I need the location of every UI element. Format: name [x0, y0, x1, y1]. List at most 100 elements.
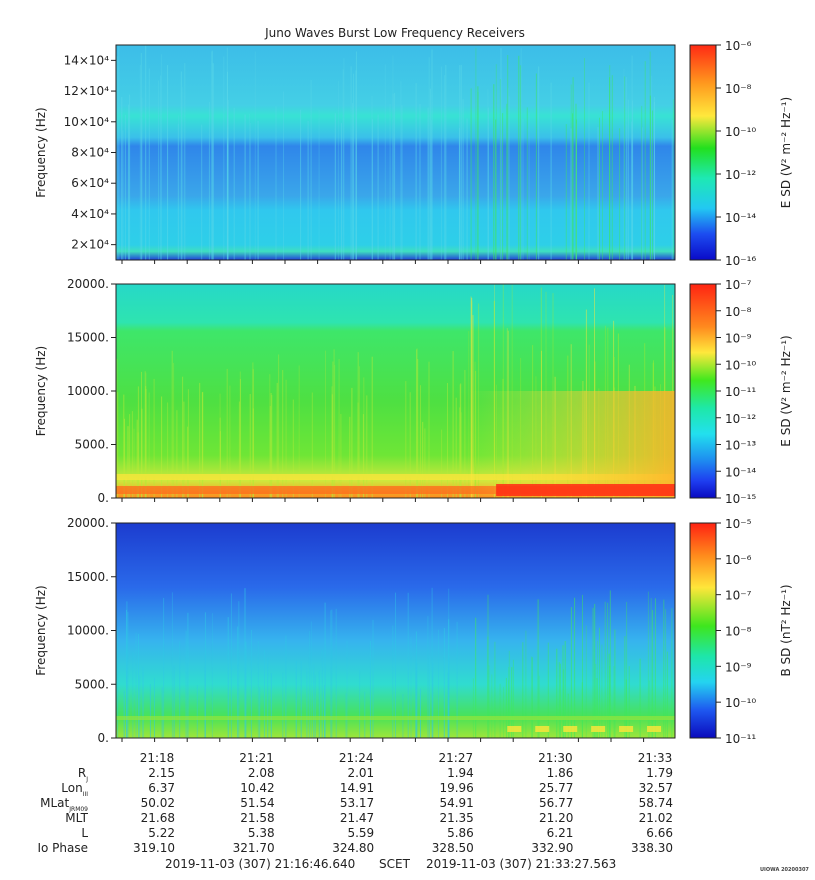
ephemeris-row-label: LonIII [61, 781, 88, 798]
colorbar-tick-label: 10⁻⁸ [725, 82, 752, 96]
ephemeris-value: 21.35 [439, 811, 473, 825]
time-axis: 21:18 21:21 21:24 21:27 21:30 21:33 [140, 751, 673, 765]
colorbar-tick-label: 10⁻¹⁵ [725, 492, 756, 506]
colorbar-tick-label: 10⁻⁷ [725, 589, 752, 603]
y-tick-label: 0. [98, 491, 109, 505]
ephemeris-row-label: Io Phase [37, 841, 88, 855]
ephemeris-value: 5.59 [347, 826, 374, 840]
colorbar-tick-label: 10⁻⁸ [725, 625, 752, 639]
y-tick-label: 20000. [67, 516, 109, 530]
y-tick-label: 8×10⁴ [71, 146, 109, 160]
ephemeris-value: 6.66 [646, 826, 673, 840]
ephemeris-value: 25.77 [539, 781, 573, 795]
ephemeris-table: RJ 2.15 2.08 2.01 1.94 1.86 1.79 LonIII 6.37 10.4… [37, 766, 673, 855]
ephemeris-row-label: L [81, 826, 88, 840]
y-tick-label: 5000. [75, 438, 109, 452]
x-tick-label: 21:21 [239, 751, 274, 765]
ephemeris-value: 21.68 [141, 811, 175, 825]
colorbar-tick-label: 10⁻¹³ [725, 439, 756, 453]
colorbar-tick-label: 10⁻⁸ [725, 305, 752, 319]
colorbar-tick-label: 10⁻⁶ [725, 553, 752, 567]
spectrogram-image [116, 523, 675, 738]
y-axis-label: Frequency (Hz) [34, 585, 48, 676]
y-tick-label: 20000. [67, 277, 109, 291]
colorbar-tick-label: 10⁻⁷ [725, 278, 752, 292]
colorbar-label: E SD (V² m⁻² Hz⁻¹) [779, 97, 793, 208]
y-tick-label: 0. [98, 731, 109, 745]
colorbar-label: B SD (nT² Hz⁻¹) [779, 584, 793, 676]
y-tick-label: 6×10⁴ [71, 176, 109, 190]
y-axis-label: Frequency (Hz) [34, 107, 48, 198]
figure-title: Juno Waves Burst Low Frequency Receivers [264, 26, 525, 40]
colorbar [689, 283, 717, 499]
ephemeris-value: 53.17 [340, 796, 374, 810]
ephemeris-value: 21.47 [340, 811, 374, 825]
ephemeris-value: 332.90 [531, 841, 573, 855]
spectrogram-image [116, 45, 675, 260]
spectrogram-texture [116, 45, 674, 261]
ephemeris-value: 21.02 [639, 811, 673, 825]
footer-start-time: 2019-11-03 (307) 21:16:46.640 [165, 857, 355, 871]
colorbar-tick-label: 10⁻⁹ [725, 660, 752, 674]
ephemeris-value: 56.77 [539, 796, 573, 810]
spectrogram-texture [116, 284, 675, 498]
ephemeris-value: 21.58 [240, 811, 274, 825]
ephemeris-value: 50.02 [141, 796, 175, 810]
y-tick-label: 5000. [75, 677, 109, 691]
ephemeris-value: 2.01 [347, 766, 374, 780]
ephemeris-value: 1.79 [646, 766, 673, 780]
ephemeris-value: 338.30 [631, 841, 673, 855]
colorbar-tick-label: 10⁻¹⁶ [725, 254, 756, 268]
panel-high: 2×10⁴ 4×10⁴ 6×10⁴ 8×10⁴ 10×10⁴ 12×10⁴ 14×10⁴ Fr… [34, 39, 793, 268]
colorbar-tick-label: 10⁻⁹ [725, 332, 752, 346]
colorbar-tick-label: 10⁻¹⁴ [725, 211, 756, 225]
colorbar-tick-label: 10⁻¹⁰ [725, 125, 756, 139]
colorbar [689, 522, 717, 739]
y-axis-label: Frequency (Hz) [34, 346, 48, 437]
spectrogram-texture [116, 587, 675, 738]
panel-low-b: 0. 5000. 10000. 15000. 20000. Frequency (Hz) 1… [34, 516, 793, 746]
ephemeris-value: 321.70 [233, 841, 275, 855]
panel-low-e: 0. 5000. 10000. 15000. 20000. Frequency (Hz) 1… [34, 277, 793, 506]
x-tick-label: 21:24 [339, 751, 374, 765]
footer-scet-label: SCET [379, 857, 411, 871]
ephemeris-value: 10.42 [240, 781, 274, 795]
y-tick-label: 15000. [67, 570, 109, 584]
spectrogram-panels: 2×10⁴ 4×10⁴ 6×10⁴ 8×10⁴ 10×10⁴ 12×10⁴ 14×10⁴ Fr… [34, 39, 793, 746]
y-tick-label: 4×10⁴ [71, 207, 109, 221]
ephemeris-value: 2.15 [148, 766, 175, 780]
ephemeris-row-label: MLT [65, 811, 88, 825]
ephemeris-value: 6.21 [547, 826, 574, 840]
x-tick-label: 21:30 [538, 751, 573, 765]
footer: 2019-11-03 (307) 21:16:46.640 SCET 2019-… [165, 857, 809, 873]
colorbar-tick-label: 10⁻¹⁰ [725, 358, 756, 372]
y-tick-label: 10000. [67, 624, 109, 638]
x-tick-label: 21:18 [140, 751, 175, 765]
colorbar-tick-label: 10⁻¹² [725, 412, 756, 426]
ephemeris-value: 14.91 [340, 781, 374, 795]
x-tick-label: 21:27 [439, 751, 474, 765]
ephemeris-value: 19.96 [439, 781, 473, 795]
ephemeris-value: 21.20 [539, 811, 573, 825]
y-tick-label: 15000. [67, 331, 109, 345]
x-tick-label: 21:33 [638, 751, 673, 765]
ephemeris-value: 328.50 [432, 841, 474, 855]
colorbar [689, 44, 717, 261]
colorbar-tick-label: 10⁻¹² [725, 168, 756, 182]
ephemeris-value: 6.37 [148, 781, 175, 795]
ephemeris-value: 2.08 [248, 766, 275, 780]
ephemeris-value: 1.86 [547, 766, 574, 780]
colorbar-tick-label: 10⁻¹⁰ [725, 696, 756, 710]
footer-stamp: UIOWA 20200307 [760, 867, 809, 873]
ephemeris-value: 1.94 [447, 766, 474, 780]
ephemeris-value: 58.74 [639, 796, 673, 810]
colorbar-tick-label: 10⁻⁶ [725, 39, 752, 53]
ephemeris-value: 32.57 [639, 781, 673, 795]
ephemeris-value: 5.22 [148, 826, 175, 840]
y-tick-label: 10×10⁴ [64, 115, 110, 129]
colorbar-tick-label: 10⁻¹⁴ [725, 465, 756, 479]
colorbar-tick-label: 10⁻¹¹ [725, 385, 756, 399]
colorbar-tick-label: 10⁻¹¹ [725, 732, 756, 746]
ephemeris-value: 324.80 [332, 841, 374, 855]
